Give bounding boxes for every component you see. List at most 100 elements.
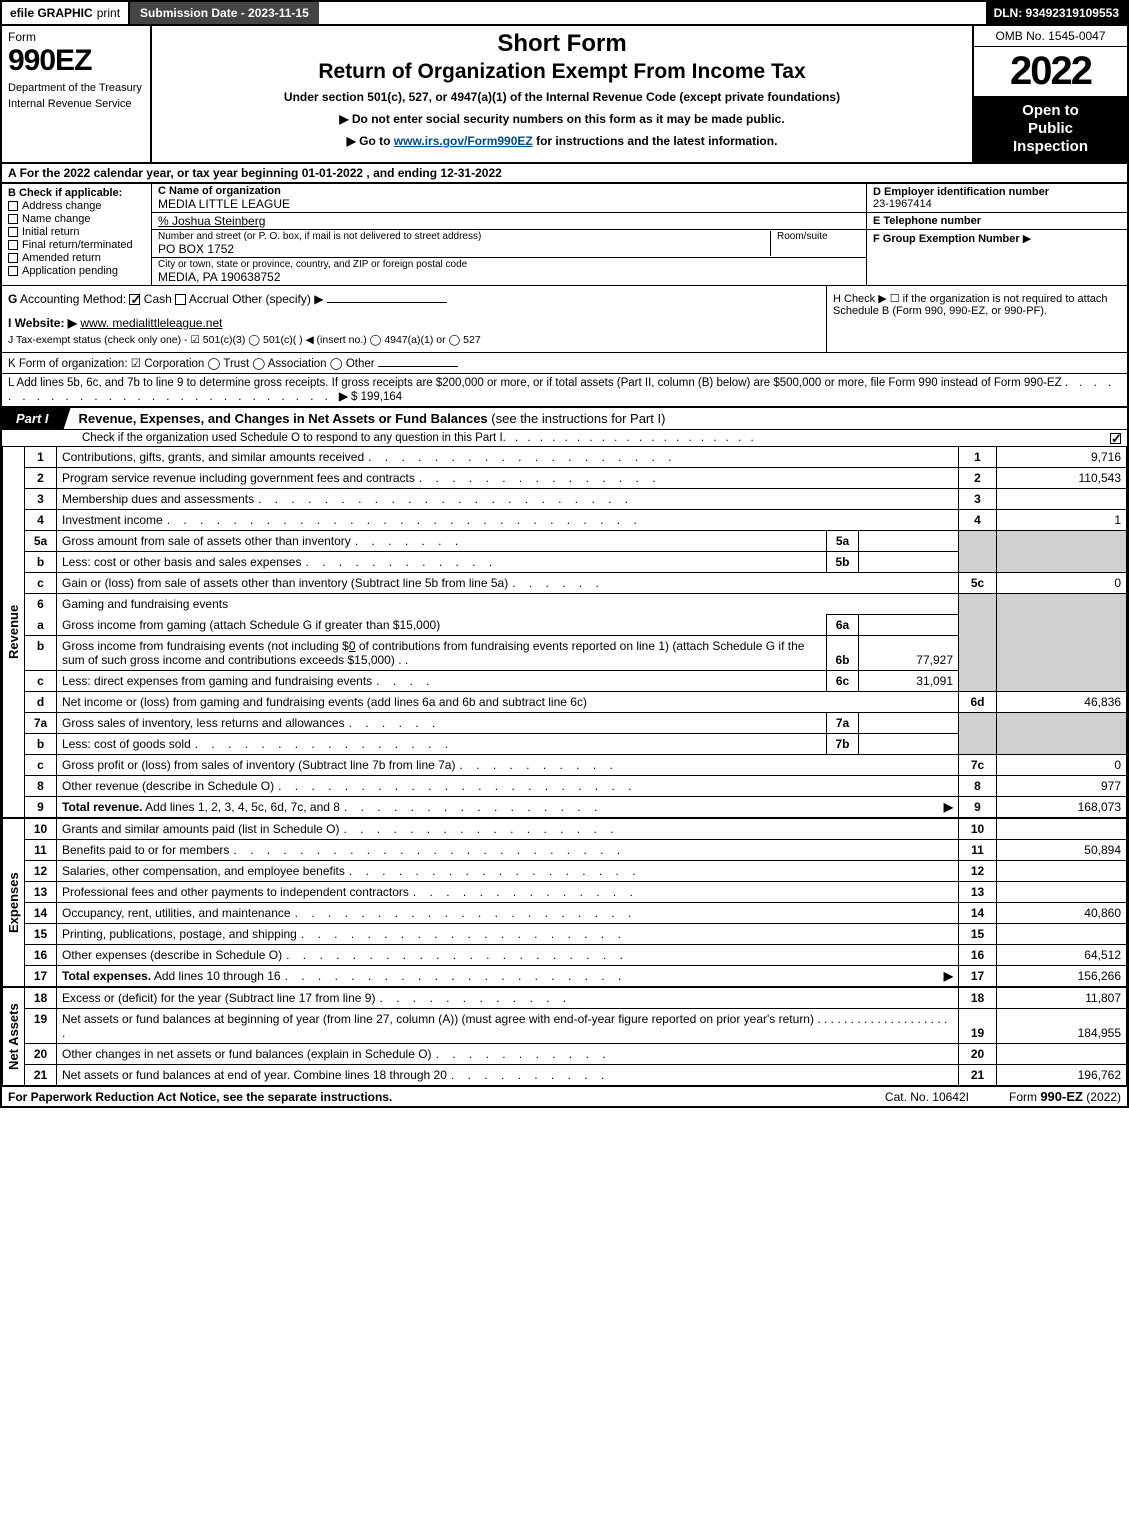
line-desc: Other changes in net assets or fund bala…	[62, 1047, 432, 1061]
line-desc: Investment income	[62, 513, 163, 527]
chk-final-return[interactable]: Final return/terminated	[8, 239, 145, 251]
line-num: 7a	[25, 713, 57, 734]
line-ref: 18	[959, 988, 997, 1009]
line-14: 14 Occupancy, rent, utilities, and maint…	[25, 903, 1127, 924]
chk-initial-return[interactable]: Initial return	[8, 226, 145, 238]
line-num: 14	[25, 903, 57, 924]
print-link[interactable]: print	[97, 6, 120, 20]
city-label: City or town, state or province, country…	[158, 259, 860, 270]
line-num: 20	[25, 1044, 57, 1065]
tel-row: E Telephone number	[867, 213, 1127, 230]
line-13: 13 Professional fees and other payments …	[25, 882, 1127, 903]
part1-sub-text: Check if the organization used Schedule …	[82, 432, 503, 444]
subtitle: Under section 501(c), 527, or 4947(a)(1)…	[158, 90, 966, 104]
line-ref: 3	[959, 489, 997, 510]
line-num: a	[25, 615, 57, 636]
part1-checkbox[interactable]	[1110, 433, 1121, 444]
chk-cash[interactable]	[129, 294, 140, 305]
row-l: L Add lines 5b, 6c, and 7b to line 9 to …	[0, 373, 1129, 408]
line-num: d	[25, 692, 57, 713]
shade-cell	[997, 531, 1127, 552]
line-6c: c Less: direct expenses from gaming and …	[25, 671, 1127, 692]
efile-text: efile GRAPHIC	[10, 6, 93, 20]
k-text: K Form of organization: ☑ Corporation ◯ …	[8, 358, 375, 370]
line-10: 10 Grants and similar amounts paid (list…	[25, 819, 1127, 840]
line-num: b	[25, 552, 57, 573]
col-def: D Employer identification number 23-1967…	[867, 184, 1127, 285]
line-amt: 156,266	[997, 966, 1127, 987]
revenue-table: 1 Contributions, gifts, grants, and simi…	[24, 447, 1127, 817]
line-desc: Salaries, other compensation, and employ…	[62, 864, 345, 878]
other-label: Other (specify) ▶	[232, 292, 323, 306]
line-desc: Gross amount from sale of assets other t…	[62, 534, 351, 548]
netassets-section: Net Assets 18 Excess or (deficit) for th…	[0, 988, 1129, 1085]
line-desc: Less: direct expenses from gaming and fu…	[62, 674, 372, 688]
line-ref: 11	[959, 840, 997, 861]
netassets-side-label: Net Assets	[2, 988, 24, 1085]
line-desc: Contributions, gifts, grants, and simila…	[62, 450, 364, 464]
line-num: 8	[25, 776, 57, 797]
line-num: 15	[25, 924, 57, 945]
street: PO BOX 1752	[158, 242, 770, 256]
irs-link[interactable]: www.irs.gov/Form990EZ	[394, 134, 533, 148]
chk-amended-return[interactable]: Amended return	[8, 252, 145, 264]
efile-label[interactable]: efile GRAPHIC print	[2, 2, 128, 24]
section-gh: G Accounting Method: Cash Accrual Other …	[0, 285, 1129, 352]
line-num: c	[25, 755, 57, 776]
b-hdr: Check if applicable:	[19, 187, 122, 199]
room-label: Room/suite	[777, 231, 860, 242]
other-specify-field[interactable]	[327, 302, 447, 303]
sub-ref: 6c	[827, 671, 859, 692]
line-amt	[997, 882, 1127, 903]
chk-address-change[interactable]: Address change	[8, 200, 145, 212]
chk-label: Initial return	[22, 226, 79, 238]
open3: Inspection	[978, 138, 1123, 156]
line-ref: 21	[959, 1065, 997, 1086]
line-18: 18 Excess or (deficit) for the year (Sub…	[25, 988, 1127, 1009]
instr-link: ▶ Go to www.irs.gov/Form990EZ for instru…	[158, 134, 966, 148]
line-desc: Other revenue (describe in Schedule O)	[62, 779, 274, 793]
l-amount: $ 199,164	[351, 391, 402, 403]
open2: Public	[978, 120, 1123, 138]
chk-accrual[interactable]	[175, 294, 186, 305]
ein-label: D Employer identification number	[873, 186, 1121, 198]
row-j: J Tax-exempt status (check only one) - ☑…	[8, 334, 820, 346]
line-7a: 7a Gross sales of inventory, less return…	[25, 713, 1127, 734]
expenses-section: Expenses 10 Grants and similar amounts p…	[0, 819, 1129, 988]
shade-cell	[959, 594, 997, 615]
line-6d: d Net income or (loss) from gaming and f…	[25, 692, 1127, 713]
line-num: c	[25, 671, 57, 692]
line-desc: Occupancy, rent, utilities, and maintena…	[62, 906, 291, 920]
k-other-field[interactable]	[378, 366, 458, 367]
top-bar: efile GRAPHIC print Submission Date - 20…	[0, 0, 1129, 26]
line-17: 17 Total expenses. Add lines 10 through …	[25, 966, 1127, 987]
shade-cell	[997, 713, 1127, 734]
shade-cell	[997, 552, 1127, 573]
open-to-public: Open to Public Inspection	[974, 96, 1127, 162]
revenue-section: Revenue 1 Contributions, gifts, grants, …	[0, 447, 1129, 819]
checkbox-icon	[8, 240, 18, 250]
footer-left: For Paperwork Reduction Act Notice, see …	[8, 1090, 845, 1104]
footer-mid: Cat. No. 10642I	[885, 1090, 969, 1104]
line-desc: Other expenses (describe in Schedule O)	[62, 948, 282, 962]
topbar-spacer	[319, 2, 986, 24]
line-ref: 13	[959, 882, 997, 903]
care-of-row: % Joshua Steinberg	[152, 213, 866, 230]
dept-irs: Internal Revenue Service	[8, 98, 144, 110]
chk-application-pending[interactable]: Application pending	[8, 265, 145, 277]
org-name-row: C Name of organization MEDIA LITTLE LEAG…	[152, 184, 866, 213]
line-num: 6	[25, 594, 57, 615]
instr2-post: for instructions and the latest informat…	[533, 134, 778, 148]
line-amt: 9,716	[997, 447, 1127, 468]
line-desc: Program service revenue including govern…	[62, 471, 415, 485]
part1-tab: Part I	[2, 408, 71, 429]
line-3: 3 Membership dues and assessments. . . .…	[25, 489, 1127, 510]
line-amt: 11,807	[997, 988, 1127, 1009]
part1-sub: Check if the organization used Schedule …	[0, 430, 1129, 447]
line-ref: 1	[959, 447, 997, 468]
line-desc: Less: cost or other basis and sales expe…	[62, 555, 301, 569]
line-2: 2 Program service revenue including gove…	[25, 468, 1127, 489]
chk-name-change[interactable]: Name change	[8, 213, 145, 225]
line-num: 11	[25, 840, 57, 861]
line-16: 16 Other expenses (describe in Schedule …	[25, 945, 1127, 966]
